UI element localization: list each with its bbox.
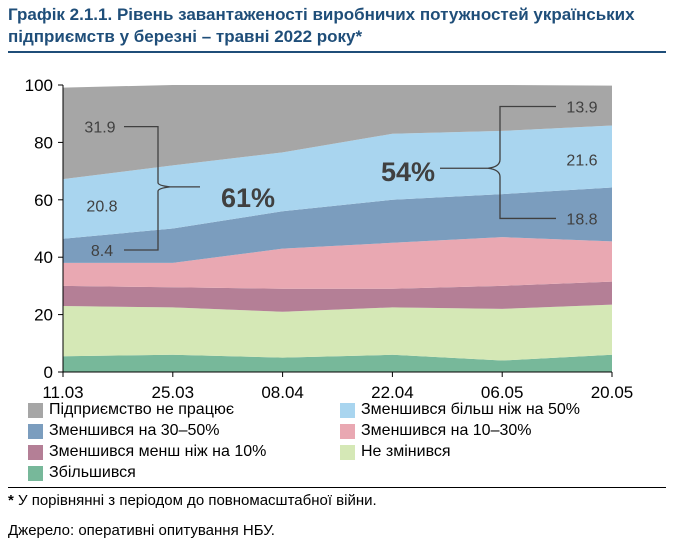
y-tick-label: 0 [44, 363, 53, 382]
legend-item: Збільшився [28, 463, 136, 483]
legend-label: Зменшився менш ніж на 10% [49, 443, 267, 460]
annotation-label-right-3: 18.8 [566, 211, 597, 228]
area-series-2 [63, 304, 612, 361]
annotation-label-right-2: 21.6 [566, 153, 597, 170]
chart-legend: Підприємство не працює Зменшився більш ні… [28, 400, 668, 486]
x-tick-label: 20.05 [591, 383, 634, 400]
x-tick-label: 22.04 [371, 383, 414, 400]
legend-swatch [340, 402, 355, 418]
x-tick-label: 25.03 [152, 383, 195, 400]
legend-swatch [340, 444, 355, 460]
y-tick-label: 60 [34, 191, 53, 210]
footnote: * У порівнянні з періодом до повномасшта… [8, 491, 377, 511]
source-note: Джерело: оперативні опитування НБУ. [8, 522, 275, 539]
footnote-marker: * [8, 492, 14, 509]
footnote-text: У порівнянні з періодом до повномасштабн… [13, 492, 377, 509]
annotation-label-left-1: 31.9 [84, 120, 115, 137]
legend-swatch [28, 423, 43, 439]
area-series-4 [63, 237, 612, 289]
title-text: Рівень завантаженості виробничих потужно… [8, 5, 635, 46]
annotation-total-right: 54% [381, 157, 435, 187]
legend-label: Не змінився [361, 443, 451, 460]
legend-label: Зменшився більш ніж на 50% [361, 401, 581, 418]
legend-swatch [340, 423, 355, 439]
legend-label: Підприємство не працює [49, 401, 235, 418]
area-series-6 [63, 125, 612, 239]
y-tick-label: 40 [34, 248, 53, 267]
title-divider [8, 51, 666, 53]
y-tick-label: 80 [34, 133, 53, 152]
annotation-bracket-right [440, 105, 556, 220]
chart-title: Графік 2.1.1. Рівень завантаженості виро… [8, 4, 668, 48]
legend-item: Зменшився на 10–30% [340, 421, 532, 441]
area-series-5 [63, 187, 612, 263]
area-series-3 [63, 281, 612, 312]
legend-item: Не змінився [340, 442, 451, 462]
y-tick-label: 100 [25, 76, 53, 95]
stacked-area-chart: 0 20 40 60 80 100 11.03 25.03 08.04 22.04 06.05 20.… [25, 76, 634, 400]
legend-swatch [28, 465, 43, 481]
footer-divider [8, 487, 666, 488]
x-tick-label: 08.04 [261, 383, 304, 400]
legend-swatch [28, 444, 43, 460]
area-series-1 [63, 354, 612, 372]
annotation-total-left: 61% [221, 183, 275, 213]
legend-label: Зменшився на 30–50% [49, 422, 220, 439]
legend-label: Зменшився на 10–30% [361, 422, 532, 439]
legend-swatch [28, 402, 43, 418]
legend-label: Збільшився [49, 464, 136, 481]
annotation-label-left-2: 20.8 [86, 199, 117, 216]
annotation-bracket-left [124, 125, 200, 251]
annotation-label-left-3: 8.4 [91, 243, 113, 260]
legend-item: Зменшився менш ніж на 10% [28, 442, 266, 462]
x-tick-label: 06.05 [481, 383, 524, 400]
title-prefix: Графік 2.1.1. [8, 5, 113, 24]
annotation-label-right-1: 13.9 [566, 100, 597, 117]
legend-item: Зменшився більш ніж на 50% [340, 400, 580, 420]
legend-item: Зменшився на 30–50% [28, 421, 220, 441]
y-tick-label: 20 [34, 306, 53, 325]
legend-item: Підприємство не працює [28, 400, 234, 420]
area-series-7 [63, 85, 612, 180]
x-tick-label: 11.03 [42, 383, 83, 400]
